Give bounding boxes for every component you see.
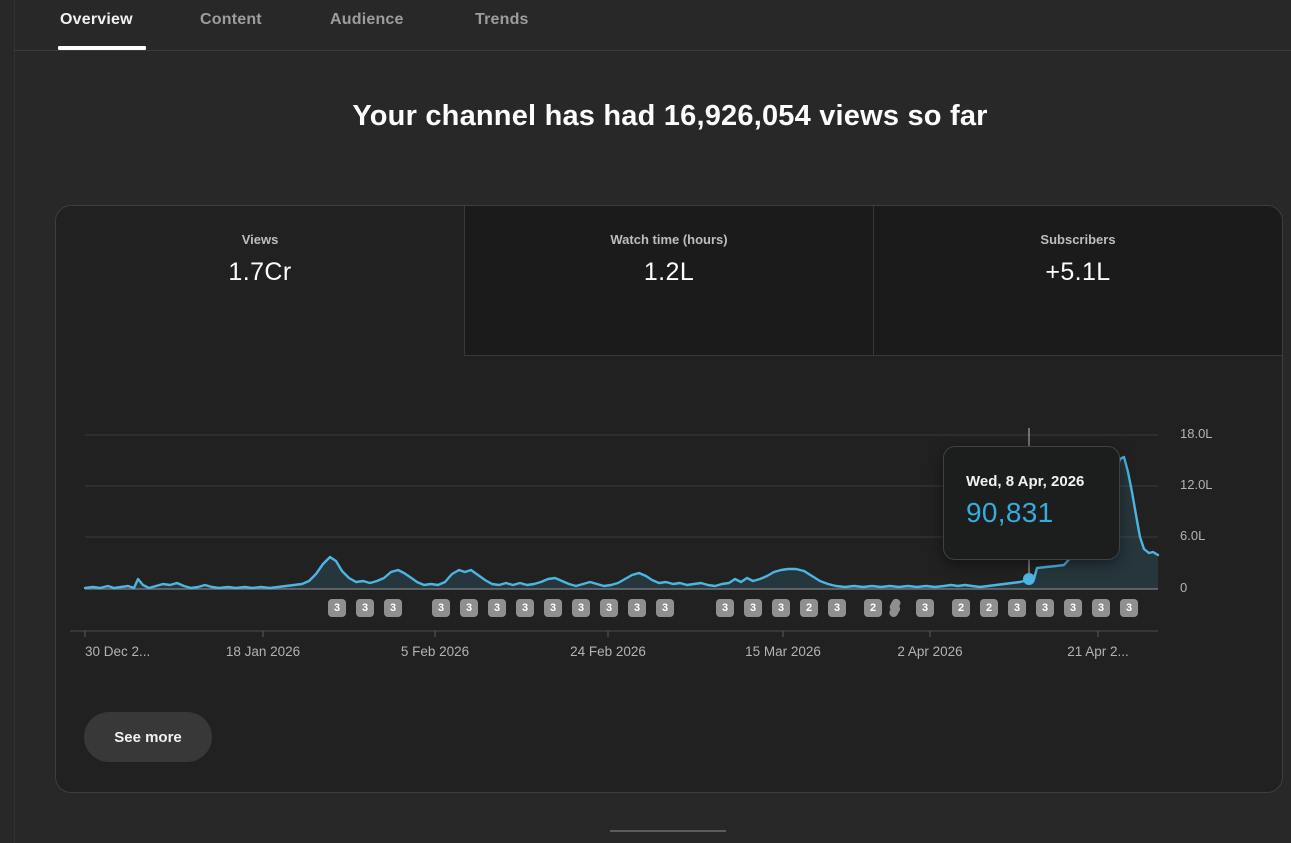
tabbar-divider <box>14 50 1291 51</box>
y-axis-label: 18.0L <box>1180 426 1213 441</box>
chart-event-badge[interactable]: 3 <box>656 599 674 617</box>
x-axis-label: 24 Feb 2026 <box>570 644 646 659</box>
chart-event-badge[interactable]: 3 <box>716 599 734 617</box>
x-axis-label: 21 Apr 2... <box>1067 644 1129 659</box>
metric-tab-views[interactable]: Views 1.7Cr <box>56 206 464 356</box>
tab-audience[interactable]: Audience <box>330 11 404 28</box>
y-axis-label: 6.0L <box>1180 528 1206 543</box>
y-axis-label: 12.0L <box>1180 477 1213 492</box>
tab-trends[interactable]: Trends <box>475 11 529 28</box>
chart-event-badge[interactable]: 3 <box>916 599 934 617</box>
chart-event-badge[interactable]: 3 <box>328 599 346 617</box>
chart-event-badge[interactable]: 2 <box>952 599 970 617</box>
shorts-icon[interactable] <box>884 597 906 619</box>
tab-overview[interactable]: Overview <box>60 11 133 28</box>
see-more-button[interactable]: See more <box>84 712 212 762</box>
chart-event-badge[interactable]: 3 <box>516 599 534 617</box>
chart-event-badge[interactable]: 3 <box>1120 599 1138 617</box>
chart-event-badge[interactable]: 3 <box>772 599 790 617</box>
x-axis-label: 5 Feb 2026 <box>400 644 470 659</box>
y-axis-label: 0 <box>1180 580 1188 595</box>
x-axis-label: 2 Apr 2026 <box>897 644 963 659</box>
chart-event-badge[interactable]: 3 <box>488 599 506 617</box>
chart-event-badge[interactable]: 3 <box>1064 599 1082 617</box>
metric-label: Views <box>241 232 279 247</box>
chart-event-badge[interactable]: 3 <box>356 599 374 617</box>
x-axis-label: 30 Dec 2... <box>85 644 151 659</box>
metric-tab-subscribers[interactable]: Subscribers +5.1L <box>873 206 1282 356</box>
content-left-border <box>14 0 15 843</box>
chart-event-badge[interactable]: 3 <box>544 599 562 617</box>
chart-event-badge[interactable]: 3 <box>828 599 846 617</box>
chart-event-badge[interactable]: 3 <box>572 599 590 617</box>
metric-value: 1.7Cr <box>228 258 292 286</box>
page-title: Your channel has had 16,926,054 views so… <box>352 100 988 132</box>
chart-event-badge[interactable]: 3 <box>600 599 618 617</box>
active-tab-underline <box>58 46 146 50</box>
metric-tab-watch-time[interactable]: Watch time (hours) 1.2L <box>464 206 873 356</box>
analytics-tabbar: Overview Content Audience Trends <box>0 0 1291 51</box>
tab-content[interactable]: Content <box>200 11 262 28</box>
metric-value: +5.1L <box>1045 258 1111 286</box>
x-axis-label: 18 Jan 2026 <box>225 644 301 659</box>
chart-event-badge[interactable]: 3 <box>432 599 450 617</box>
metric-value: 1.2L <box>643 258 695 286</box>
chart-event-badge[interactable]: 3 <box>460 599 478 617</box>
chart-tooltip: Wed, 8 Apr, 2026 90,831 <box>943 446 1120 560</box>
chart-event-badge[interactable]: 3 <box>744 599 762 617</box>
metric-label: Subscribers <box>1040 232 1116 247</box>
chart-event-badge[interactable]: 3 <box>384 599 402 617</box>
chart-event-badge[interactable]: 3 <box>1036 599 1054 617</box>
x-axis-label: 15 Mar 2026 <box>745 644 821 659</box>
chart-event-badge[interactable]: 2 <box>864 599 882 617</box>
chart-event-badge[interactable]: 2 <box>980 599 998 617</box>
chart-event-badge[interactable]: 2 <box>800 599 818 617</box>
chart-event-badge[interactable]: 3 <box>628 599 646 617</box>
chart-event-badge[interactable]: 3 <box>1092 599 1110 617</box>
tooltip-date: Wed, 8 Apr, 2026 <box>966 473 1085 490</box>
next-section-divider <box>610 830 726 832</box>
tooltip-value: 90,831 <box>966 497 1054 528</box>
metric-label: Watch time (hours) <box>610 232 728 247</box>
chart-event-badge[interactable]: 3 <box>1008 599 1026 617</box>
metric-tab-row: Views 1.7Cr Watch time (hours) 1.2L Subs… <box>56 206 1282 356</box>
